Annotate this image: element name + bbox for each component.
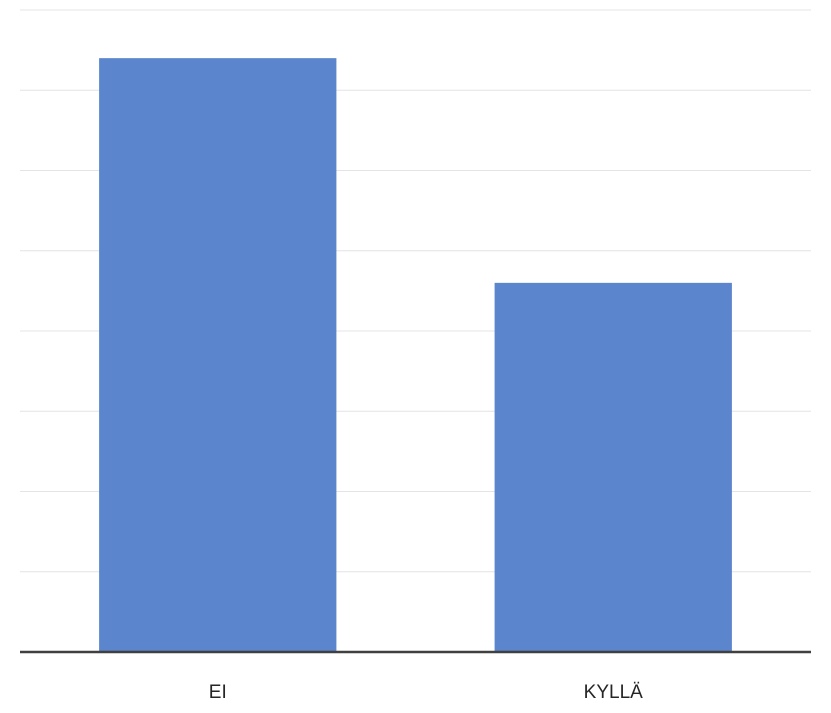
bar-kyllä (494, 282, 732, 652)
bars (99, 58, 732, 652)
x-tick-label: KYLLÄ (584, 682, 643, 703)
bar-ei (99, 58, 337, 652)
x-tick-labels: EI KYLLÄ (209, 682, 643, 703)
x-tick-label: EI (209, 682, 227, 703)
